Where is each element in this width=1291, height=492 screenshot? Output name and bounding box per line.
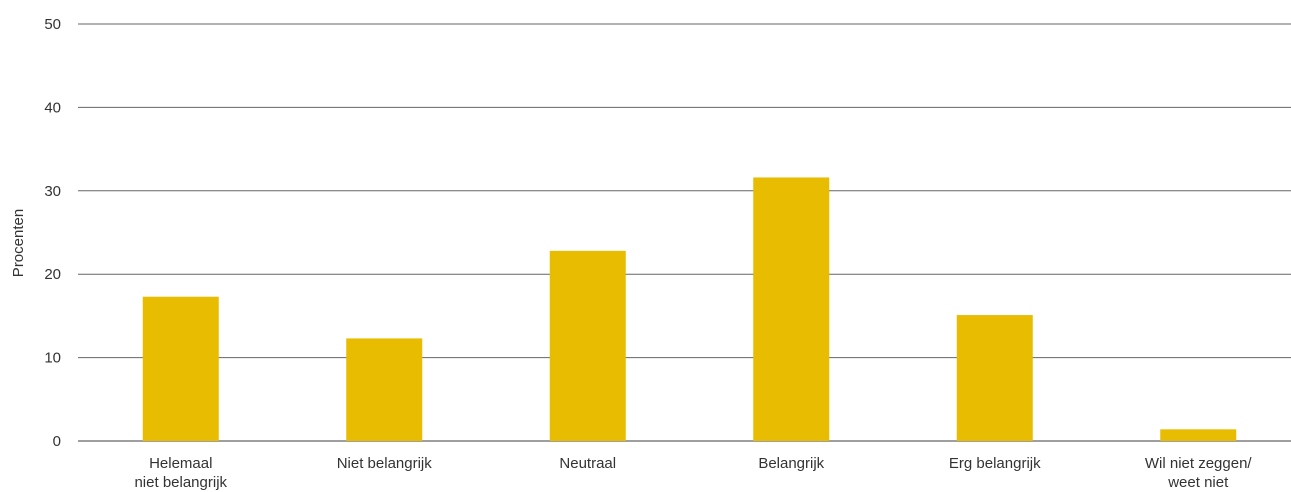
- bar: [753, 177, 830, 441]
- bar: [549, 250, 626, 441]
- y-tick-label: 20: [44, 266, 61, 283]
- x-category-label: Niet belangrijk: [337, 455, 433, 472]
- y-tick-label: 50: [44, 16, 61, 33]
- x-category-label-line: Belangrijk: [758, 455, 824, 472]
- x-category-label-line: Erg belangrijk: [949, 455, 1041, 472]
- y-axis-ticks: 0 10 20 30 40 50: [44, 16, 61, 450]
- y-tick-label: 30: [44, 183, 61, 200]
- x-category-label: Neutraal: [559, 455, 616, 472]
- bars: [142, 177, 1237, 441]
- y-axis-title: Procenten: [10, 209, 27, 277]
- bar: [956, 315, 1033, 441]
- x-category-label-line: Wil niet zeggen/: [1145, 455, 1253, 472]
- x-category-label-line: Neutraal: [559, 455, 616, 472]
- x-category-label: Belangrijk: [758, 455, 824, 472]
- bar: [1160, 429, 1237, 441]
- y-tick-label: 0: [53, 433, 61, 450]
- x-category-label-line: niet belangrijk: [134, 474, 227, 491]
- x-category-label-line: weet niet: [1167, 474, 1229, 491]
- x-category-label-line: Niet belangrijk: [337, 455, 433, 472]
- y-tick-label: 10: [44, 350, 61, 367]
- bar: [346, 338, 423, 441]
- y-tick-label: 40: [44, 99, 61, 116]
- x-category-label: Wil niet zeggen/weet niet: [1145, 455, 1253, 491]
- x-category-label: Erg belangrijk: [949, 455, 1041, 472]
- gridlines: [78, 23, 1291, 442]
- bar: [142, 296, 219, 441]
- x-category-label-line: Helemaal: [149, 455, 212, 472]
- x-category-label: Helemaal niet belangrijk: [134, 455, 227, 491]
- x-axis-labels: Helemaal niet belangrijk Niet belangrijk Ne…: [134, 455, 1252, 491]
